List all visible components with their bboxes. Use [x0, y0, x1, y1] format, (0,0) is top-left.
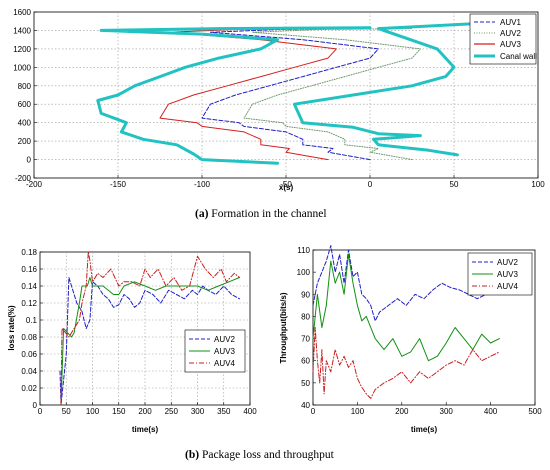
legend-label-auv4: AUV4 [214, 359, 235, 368]
chart3-series-auv4 [312, 327, 500, 399]
chart3-xtick-label: 500 [528, 407, 542, 416]
chart2-xtick-label: 300 [191, 407, 205, 416]
chart1-ytick-label: -200 [15, 174, 32, 183]
chart2-xtick-label: 150 [112, 407, 126, 416]
chart2-ylabel: loss rate(%) [7, 305, 16, 351]
chart2-ytick-label: 0 [33, 401, 38, 410]
chart2-legend: AUV2 AUV3 AUV4 [184, 329, 246, 373]
chart1-xtick-label: -50 [280, 180, 292, 189]
chart2-ytick-label: 0.08 [21, 333, 37, 342]
loss-rate-chart: 0 50 100 150 200 250 300 350 400 0 0.02 0.04 0.06 0.0… [7, 248, 257, 434]
chart1-ytick-label: 0 [27, 156, 32, 165]
chart1-ytick-label: 1000 [13, 63, 31, 72]
caption-b-label: (b) [185, 449, 200, 461]
chart2-ytick-label: 0.1 [26, 316, 38, 325]
chart1-ytick-label: 600 [18, 100, 32, 109]
chart3-ytick-label: 50 [301, 379, 310, 388]
chart2-series-auv4 [60, 251, 240, 406]
chart1-ytick-label: 400 [18, 119, 32, 128]
chart1-series-canal-wall [96, 26, 372, 165]
throughput-chart: 0 100 200 300 400 500 40 50 60 70 80 90 100 110 time(… [279, 245, 543, 434]
chart3-ytick-label: 70 [301, 335, 310, 344]
chart1-series-auv1 [201, 28, 379, 161]
caption-b: (b) Package loss and throughput [185, 449, 334, 461]
chart1-ytick-label: 1600 [13, 8, 31, 17]
legend-label-auv3: AUV3 [500, 40, 521, 49]
caption-b-text: Package loss and throughput [201, 449, 334, 461]
chart3-xlabel: time(s) [411, 425, 438, 434]
chart1-ticks: -200 -150 -100 -50 0 50 100 -200 0 200 400 600 800 10… [13, 8, 545, 189]
chart3-xtick-label: 100 [351, 407, 365, 416]
legend-label-auv2: AUV2 [497, 258, 518, 267]
chart2-ticks: 0 50 100 150 200 250 300 350 400 0 0.02 0.04 0.06 0.0… [21, 248, 257, 416]
chart2-ytick-label: 0.04 [21, 367, 37, 376]
chart3-xtick-label: 0 [311, 407, 316, 416]
chart1-xtick-label: 0 [368, 180, 373, 189]
chart3-xtick-label: 200 [395, 407, 409, 416]
legend-label-auv3: AUV3 [497, 270, 518, 279]
legend-label-auv4: AUV4 [497, 282, 518, 291]
chart3-ytick-label: 60 [301, 357, 310, 366]
chart3-ytick-label: 110 [297, 246, 310, 255]
legend-label-auv3: AUV3 [214, 347, 235, 356]
chart3-ytick-label: 40 [301, 401, 310, 410]
chart3-ytick-label: 80 [301, 312, 310, 321]
chart2-series-auv3 [60, 277, 240, 406]
chart1-xtick-label: 50 [450, 180, 459, 189]
chart2-ytick-label: 0.06 [21, 350, 37, 359]
chart2-xtick-label: 100 [86, 407, 100, 416]
chart2-ytick-label: 0.02 [21, 384, 37, 393]
chart2-ytick-label: 0.16 [21, 265, 37, 274]
chart2-ytick-label: 0.18 [21, 248, 37, 257]
chart2-xtick-label: 250 [165, 407, 179, 416]
chart1-legend: AUV1 AUV2 AUV3 Canal wall [469, 13, 537, 65]
chart2-xtick-label: 350 [217, 407, 231, 416]
chart1-xtick-label: -200 [26, 180, 43, 189]
chart3-ylabel: Throughput(bits/s) [279, 292, 288, 363]
chart2-xtick-label: 400 [243, 407, 257, 416]
chart2-ytick-label: 0.12 [21, 299, 37, 308]
chart2-xtick-label: 200 [138, 407, 152, 416]
chart1-series-canal-wall-right- [292, 20, 506, 157]
chart3-xtick-label: 400 [484, 407, 498, 416]
legend-label-auv2: AUV2 [500, 29, 521, 38]
caption-a-text: Formation in the channel [211, 208, 327, 220]
chart1-series-auv2 [243, 28, 421, 161]
chart1-xtick-label: 100 [531, 180, 545, 189]
chart1-xtick-label: -150 [110, 180, 127, 189]
chart1-ytick-label: 200 [18, 137, 32, 146]
chart3-ticks: 0 100 200 300 400 500 40 50 60 70 80 90 100 110 [297, 246, 543, 416]
chart2-xtick-label: 0 [38, 407, 43, 416]
chart2-ytick-label: 0.14 [21, 282, 37, 291]
chart1-xtick-label: -100 [194, 180, 211, 189]
formation-chart: -200 -150 -100 -50 0 50 100 -200 0 200 400 600 800 10… [13, 8, 545, 192]
chart2-xtick-label: 50 [62, 407, 71, 416]
chart3-legend: AUV2 AUV3 AUV4 [467, 252, 533, 296]
chart3-series [312, 245, 505, 399]
chart3-series-auv3 [312, 253, 500, 362]
chart1-series [96, 20, 506, 165]
chart3-xtick-label: 300 [440, 407, 454, 416]
chart1-ytick-label: 800 [18, 82, 32, 91]
legend-label-auv1: AUV1 [500, 18, 521, 27]
chart1-ytick-label: 1200 [13, 45, 31, 54]
chart2-xlabel: time(s) [132, 425, 159, 434]
chart3-ytick-label: 90 [301, 290, 310, 299]
legend-label-canal-wall: Canal wall [500, 52, 537, 61]
chart3-series-auv2 [312, 245, 505, 322]
legend-label-auv2: AUV2 [214, 335, 235, 344]
chart1-ytick-label: 1400 [13, 26, 31, 35]
chart3-ytick-label: 100 [297, 268, 311, 277]
chart1-xlabel: x(s) [279, 183, 294, 192]
caption-a-label: (a) [195, 208, 209, 220]
chart2-series [59, 251, 240, 406]
caption-a: (a) Formation in the channel [195, 208, 327, 220]
